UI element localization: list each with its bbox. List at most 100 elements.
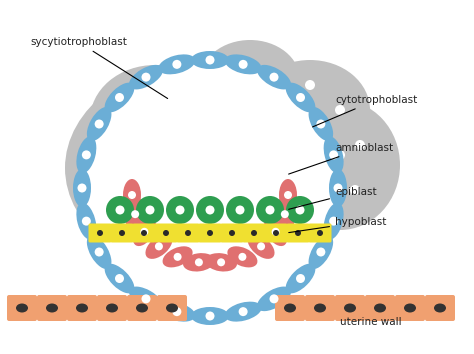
Circle shape: [115, 274, 124, 283]
Ellipse shape: [166, 303, 178, 313]
Circle shape: [296, 93, 305, 102]
Circle shape: [296, 274, 305, 283]
Circle shape: [295, 206, 304, 215]
Ellipse shape: [129, 287, 163, 311]
Ellipse shape: [191, 51, 229, 69]
Circle shape: [142, 73, 151, 82]
Ellipse shape: [183, 253, 215, 272]
Circle shape: [173, 253, 182, 261]
Ellipse shape: [374, 303, 386, 313]
FancyBboxPatch shape: [199, 223, 221, 242]
Circle shape: [175, 206, 184, 215]
Ellipse shape: [257, 287, 291, 311]
Ellipse shape: [309, 235, 333, 269]
FancyBboxPatch shape: [264, 223, 288, 242]
Ellipse shape: [82, 60, 338, 316]
Text: hypoblast: hypoblast: [289, 217, 386, 233]
Circle shape: [173, 307, 182, 316]
Ellipse shape: [225, 302, 262, 322]
Circle shape: [141, 230, 147, 236]
FancyBboxPatch shape: [176, 223, 200, 242]
Circle shape: [175, 195, 185, 205]
Circle shape: [195, 100, 205, 110]
Circle shape: [135, 130, 145, 140]
Circle shape: [316, 247, 325, 257]
Ellipse shape: [228, 246, 257, 267]
Circle shape: [286, 196, 314, 224]
Circle shape: [273, 230, 279, 236]
Ellipse shape: [309, 107, 333, 141]
Ellipse shape: [90, 65, 220, 175]
Circle shape: [163, 230, 169, 236]
Circle shape: [317, 230, 323, 236]
Ellipse shape: [404, 303, 416, 313]
Circle shape: [275, 205, 285, 215]
Circle shape: [284, 191, 292, 199]
Ellipse shape: [136, 303, 148, 313]
Ellipse shape: [264, 217, 287, 246]
Circle shape: [173, 60, 182, 69]
Text: amnioblast: amnioblast: [289, 143, 393, 174]
Circle shape: [238, 253, 246, 261]
Circle shape: [166, 196, 194, 224]
Ellipse shape: [286, 82, 315, 112]
Ellipse shape: [76, 136, 96, 173]
Ellipse shape: [250, 60, 370, 160]
FancyBboxPatch shape: [157, 295, 187, 321]
Circle shape: [238, 60, 247, 69]
FancyBboxPatch shape: [305, 295, 335, 321]
Ellipse shape: [344, 303, 356, 313]
Text: epiblast: epiblast: [289, 187, 377, 209]
Circle shape: [97, 230, 103, 236]
Ellipse shape: [73, 169, 91, 207]
Circle shape: [217, 258, 225, 266]
Text: sycytiotrophoblast: sycytiotrophoblast: [30, 37, 168, 98]
Ellipse shape: [106, 303, 118, 313]
Ellipse shape: [158, 55, 195, 74]
FancyBboxPatch shape: [133, 223, 155, 242]
Circle shape: [125, 205, 135, 215]
FancyBboxPatch shape: [335, 295, 365, 321]
Circle shape: [155, 235, 165, 245]
Circle shape: [350, 185, 360, 195]
Circle shape: [236, 206, 245, 215]
Ellipse shape: [191, 307, 229, 325]
Circle shape: [255, 65, 265, 75]
FancyBboxPatch shape: [425, 295, 455, 321]
Circle shape: [128, 191, 136, 199]
Ellipse shape: [105, 82, 134, 112]
Circle shape: [196, 196, 224, 224]
Ellipse shape: [87, 235, 111, 269]
Circle shape: [82, 217, 91, 225]
FancyBboxPatch shape: [89, 223, 111, 242]
Ellipse shape: [46, 303, 58, 313]
Circle shape: [316, 120, 325, 129]
Circle shape: [245, 135, 255, 145]
Circle shape: [355, 140, 365, 150]
Ellipse shape: [279, 179, 297, 211]
FancyBboxPatch shape: [395, 295, 425, 321]
Circle shape: [265, 206, 274, 215]
Ellipse shape: [158, 302, 195, 322]
Ellipse shape: [76, 303, 88, 313]
Circle shape: [272, 228, 280, 236]
Text: uterine wall: uterine wall: [340, 317, 401, 327]
FancyBboxPatch shape: [127, 295, 157, 321]
Ellipse shape: [247, 234, 274, 259]
Ellipse shape: [146, 234, 173, 259]
FancyBboxPatch shape: [110, 223, 134, 242]
Ellipse shape: [200, 40, 300, 120]
Circle shape: [125, 105, 135, 115]
Circle shape: [136, 196, 164, 224]
FancyBboxPatch shape: [365, 295, 395, 321]
Ellipse shape: [286, 264, 315, 293]
Ellipse shape: [126, 199, 145, 230]
FancyBboxPatch shape: [155, 223, 177, 242]
Ellipse shape: [65, 58, 365, 278]
Circle shape: [142, 295, 151, 303]
Circle shape: [206, 206, 215, 215]
Circle shape: [270, 73, 279, 82]
Ellipse shape: [275, 199, 294, 230]
Circle shape: [205, 70, 215, 80]
Circle shape: [215, 215, 225, 225]
